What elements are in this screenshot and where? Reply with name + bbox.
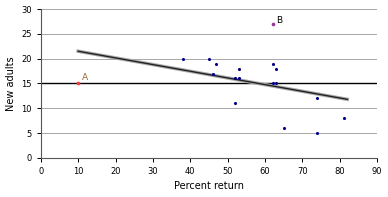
Point [340, 117, 346, 120]
Point [269, 62, 275, 65]
Point [180, 57, 186, 60]
Text: A: A [82, 73, 88, 82]
X-axis label: Percent return: Percent return [174, 181, 244, 191]
Point [75, 82, 81, 85]
Y-axis label: New adults: New adults [5, 56, 16, 111]
Point [281, 126, 287, 130]
Text: B: B [276, 16, 282, 25]
Point [213, 62, 220, 65]
Point [236, 77, 242, 80]
Point [269, 82, 275, 85]
Point [314, 131, 320, 135]
Point [232, 77, 238, 80]
Point [236, 67, 242, 70]
Point [273, 82, 279, 85]
Point [210, 72, 216, 75]
Point [232, 102, 238, 105]
Point [269, 22, 275, 26]
Point [314, 97, 320, 100]
Point [206, 57, 212, 60]
Point [273, 67, 279, 70]
